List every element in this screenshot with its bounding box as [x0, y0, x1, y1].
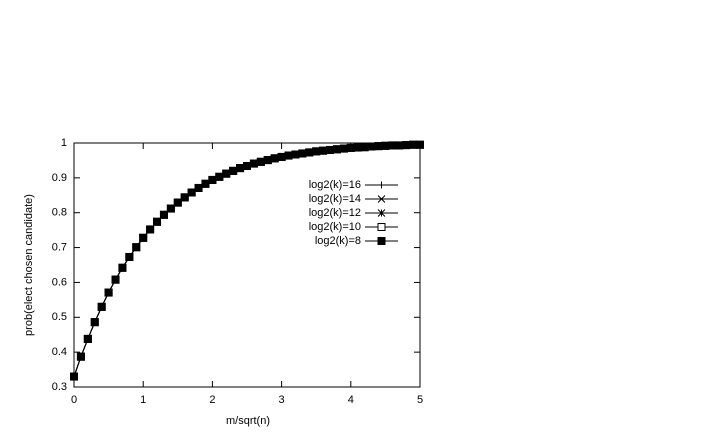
- marker: [236, 164, 245, 173]
- marker: [180, 193, 189, 202]
- marker: [76, 352, 85, 361]
- marker: [215, 172, 224, 181]
- marker: [312, 147, 321, 156]
- marker: [249, 159, 258, 168]
- y-tick-label: 0.4: [52, 346, 67, 358]
- x-tick-label: 5: [417, 394, 423, 406]
- marker: [166, 204, 175, 213]
- marker: [153, 217, 162, 226]
- marker: [118, 263, 127, 272]
- marker: [402, 141, 411, 150]
- y-tick-label: 0.7: [52, 241, 67, 253]
- marker: [346, 143, 355, 152]
- marker: [132, 243, 141, 252]
- marker: [326, 145, 335, 154]
- marker: [187, 188, 196, 197]
- marker: [305, 148, 314, 157]
- marker: [395, 141, 404, 150]
- marker: [243, 162, 251, 171]
- plot-border: [73, 142, 421, 388]
- marker: [374, 142, 383, 151]
- x-tick-label: 0: [71, 394, 77, 406]
- marker: [263, 156, 272, 165]
- marker: [409, 140, 418, 149]
- legend-label: log2(k)=12: [309, 207, 361, 219]
- legend-marker: [377, 195, 386, 203]
- marker: [194, 183, 203, 192]
- marker: [381, 141, 390, 150]
- marker: [367, 142, 376, 151]
- marker: [70, 372, 78, 381]
- y-tick-label: 1: [61, 137, 67, 149]
- marker: [291, 150, 300, 159]
- y-tick-label: 0.3: [52, 381, 67, 393]
- marker: [97, 302, 106, 311]
- marker: [201, 179, 210, 188]
- y-tick-label: 0.6: [52, 276, 67, 288]
- marker: [319, 146, 328, 155]
- marker: [360, 143, 369, 152]
- legend-label: log2(k)=14: [309, 193, 361, 205]
- marker: [388, 141, 397, 150]
- x-axis-label: m/sqrt(n): [226, 415, 270, 427]
- marker: [111, 275, 120, 284]
- x-tick-label: 1: [140, 394, 146, 406]
- y-tick-label: 0.8: [52, 207, 67, 219]
- marker: [139, 233, 148, 242]
- y-tick-label: 0.5: [52, 311, 67, 323]
- marker: [277, 152, 286, 161]
- marker: [146, 225, 155, 234]
- x-tick-label: 4: [348, 394, 354, 406]
- legend-label: log2(k)=16: [309, 179, 361, 191]
- legend-marker: [377, 237, 386, 245]
- marker: [298, 149, 307, 158]
- marker: [270, 154, 279, 163]
- legend-marker: [378, 181, 385, 189]
- marker: [256, 157, 265, 166]
- legend-label: log2(k)=8: [315, 235, 361, 247]
- marker: [173, 198, 182, 207]
- marker: [159, 210, 168, 219]
- marker: [208, 175, 217, 184]
- marker: [332, 145, 341, 154]
- marker: [125, 252, 134, 261]
- marker: [83, 334, 92, 343]
- marker: [416, 140, 424, 149]
- marker: [104, 288, 113, 297]
- marker: [90, 318, 99, 327]
- legend-marker: [377, 223, 386, 231]
- legend-label: log2(k)=10: [309, 221, 361, 233]
- x-tick-label: 2: [209, 394, 215, 406]
- y-tick-label: 0.9: [52, 172, 67, 184]
- x-tick-label: 3: [279, 394, 285, 406]
- marker: [229, 166, 238, 175]
- marker: [222, 169, 231, 178]
- marker: [353, 143, 362, 152]
- marker: [339, 144, 348, 153]
- marker: [284, 151, 293, 160]
- y-axis-label: prob(elect chosen candidate): [23, 194, 35, 336]
- legend-marker: [377, 209, 386, 217]
